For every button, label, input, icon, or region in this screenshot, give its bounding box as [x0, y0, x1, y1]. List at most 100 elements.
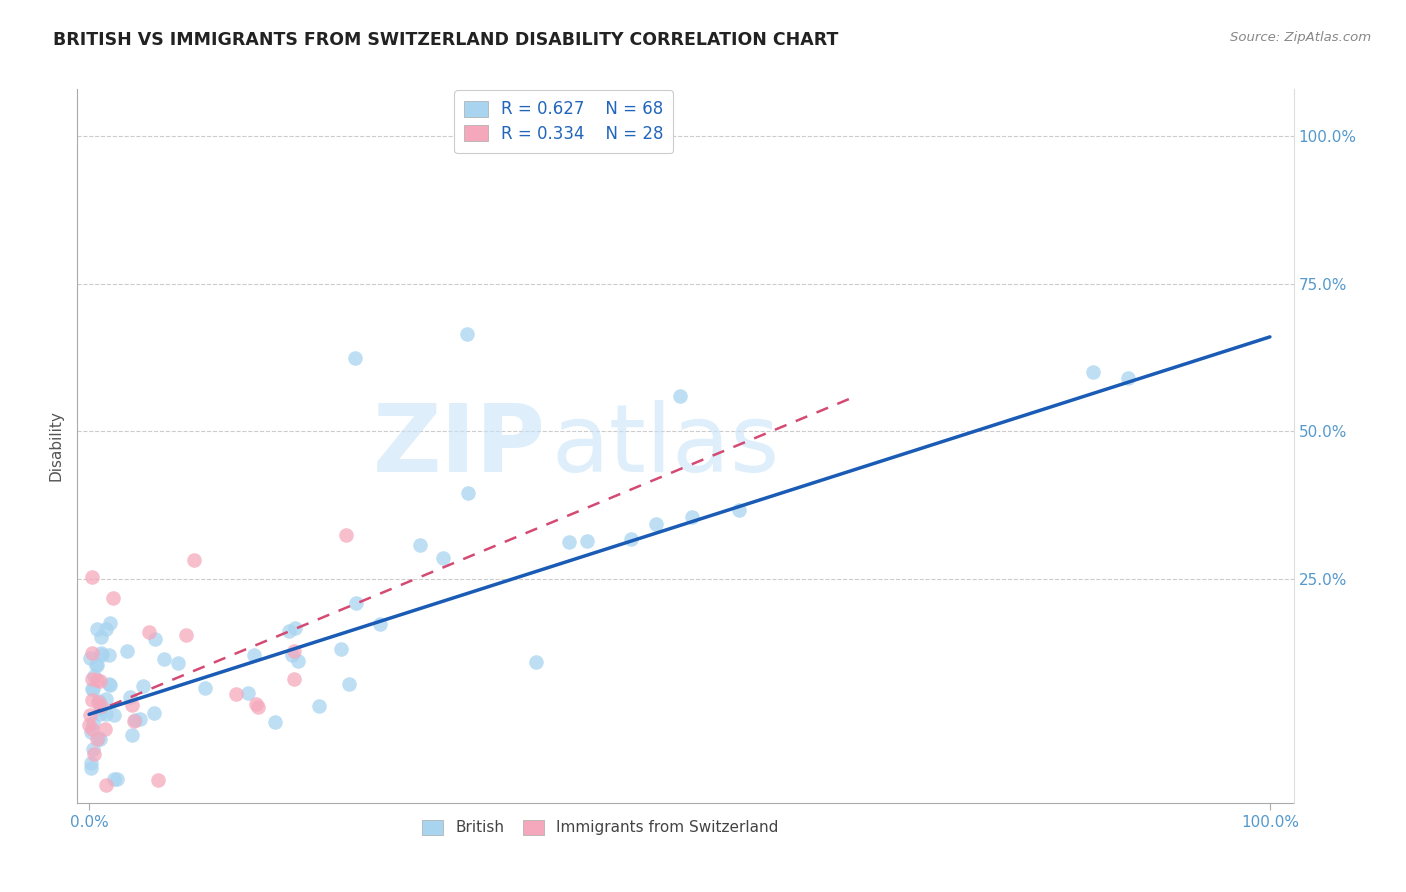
Text: BRITISH VS IMMIGRANTS FROM SWITZERLAND DISABILITY CORRELATION CHART: BRITISH VS IMMIGRANTS FROM SWITZERLAND D… — [53, 31, 839, 49]
Point — [668, 389, 690, 403]
Point — [225, 687, 247, 701]
Point — [82, 682, 104, 697]
Point — [98, 616, 121, 631]
Point — [94, 622, 117, 636]
Point — [103, 591, 125, 605]
Point — [80, 723, 103, 737]
Point — [243, 648, 266, 663]
Point — [524, 655, 547, 669]
Point — [86, 622, 108, 636]
Point — [103, 772, 125, 787]
Point — [122, 714, 145, 728]
Point — [330, 642, 353, 657]
Point — [344, 596, 367, 610]
Point — [103, 708, 125, 723]
Point — [138, 625, 160, 640]
Point — [79, 650, 101, 665]
Point — [128, 712, 150, 726]
Point — [89, 731, 111, 746]
Point — [120, 690, 142, 705]
Point — [681, 510, 703, 524]
Point — [457, 485, 479, 500]
Point — [94, 707, 117, 722]
Point — [167, 657, 190, 671]
Point — [86, 673, 108, 687]
Point — [645, 517, 668, 532]
Point — [105, 772, 128, 787]
Point — [283, 644, 305, 658]
Point — [124, 713, 146, 727]
Point — [86, 731, 108, 746]
Point — [619, 532, 641, 546]
Point — [132, 679, 155, 693]
Point — [183, 552, 205, 566]
Point — [281, 648, 304, 663]
Point — [98, 677, 121, 691]
Y-axis label: Disability: Disability — [48, 410, 63, 482]
Text: atlas: atlas — [551, 400, 780, 492]
Point — [96, 691, 118, 706]
Point — [727, 503, 749, 517]
Point — [278, 624, 301, 639]
Point — [90, 630, 112, 644]
Point — [246, 700, 269, 714]
Point — [80, 693, 103, 707]
Text: Source: ZipAtlas.com: Source: ZipAtlas.com — [1230, 31, 1371, 45]
Point — [83, 669, 105, 683]
Point — [84, 658, 107, 673]
Point — [98, 648, 121, 663]
Point — [96, 778, 118, 792]
Point — [87, 731, 110, 745]
Point — [283, 672, 305, 686]
Point — [80, 570, 103, 584]
Point — [98, 678, 121, 692]
Point — [343, 351, 366, 365]
Point — [287, 654, 309, 668]
Point — [558, 535, 581, 549]
Point — [86, 695, 108, 709]
Point — [409, 539, 432, 553]
Point — [174, 627, 197, 641]
Point — [575, 533, 598, 548]
Point — [283, 621, 305, 635]
Point — [94, 722, 117, 736]
Point — [143, 632, 166, 646]
Point — [82, 715, 104, 730]
Point — [236, 686, 259, 700]
Point — [121, 698, 143, 712]
Point — [245, 697, 267, 711]
Point — [79, 756, 101, 771]
Legend: British, Immigrants from Switzerland: British, Immigrants from Switzerland — [416, 814, 785, 841]
Point — [308, 698, 330, 713]
Point — [115, 643, 138, 657]
Point — [82, 742, 104, 756]
Point — [90, 699, 112, 714]
Point — [89, 693, 111, 707]
Point — [152, 652, 174, 666]
Point — [91, 648, 114, 663]
Point — [194, 681, 217, 695]
Point — [1081, 366, 1104, 380]
Point — [83, 747, 105, 762]
Point — [335, 528, 357, 542]
Point — [86, 658, 108, 673]
Text: ZIP: ZIP — [373, 400, 546, 492]
Point — [89, 673, 111, 688]
Point — [121, 728, 143, 742]
Point — [89, 702, 111, 716]
Point — [80, 672, 103, 686]
Point — [264, 715, 287, 730]
Point — [82, 646, 104, 660]
Point — [90, 646, 112, 660]
Point — [77, 718, 100, 732]
Point — [79, 707, 101, 722]
Point — [368, 616, 391, 631]
Point — [456, 326, 478, 341]
Point — [337, 677, 360, 691]
Point — [79, 761, 101, 775]
Point — [432, 550, 454, 565]
Point — [80, 682, 103, 697]
Point — [142, 706, 165, 720]
Point — [148, 772, 170, 787]
Point — [79, 725, 101, 739]
